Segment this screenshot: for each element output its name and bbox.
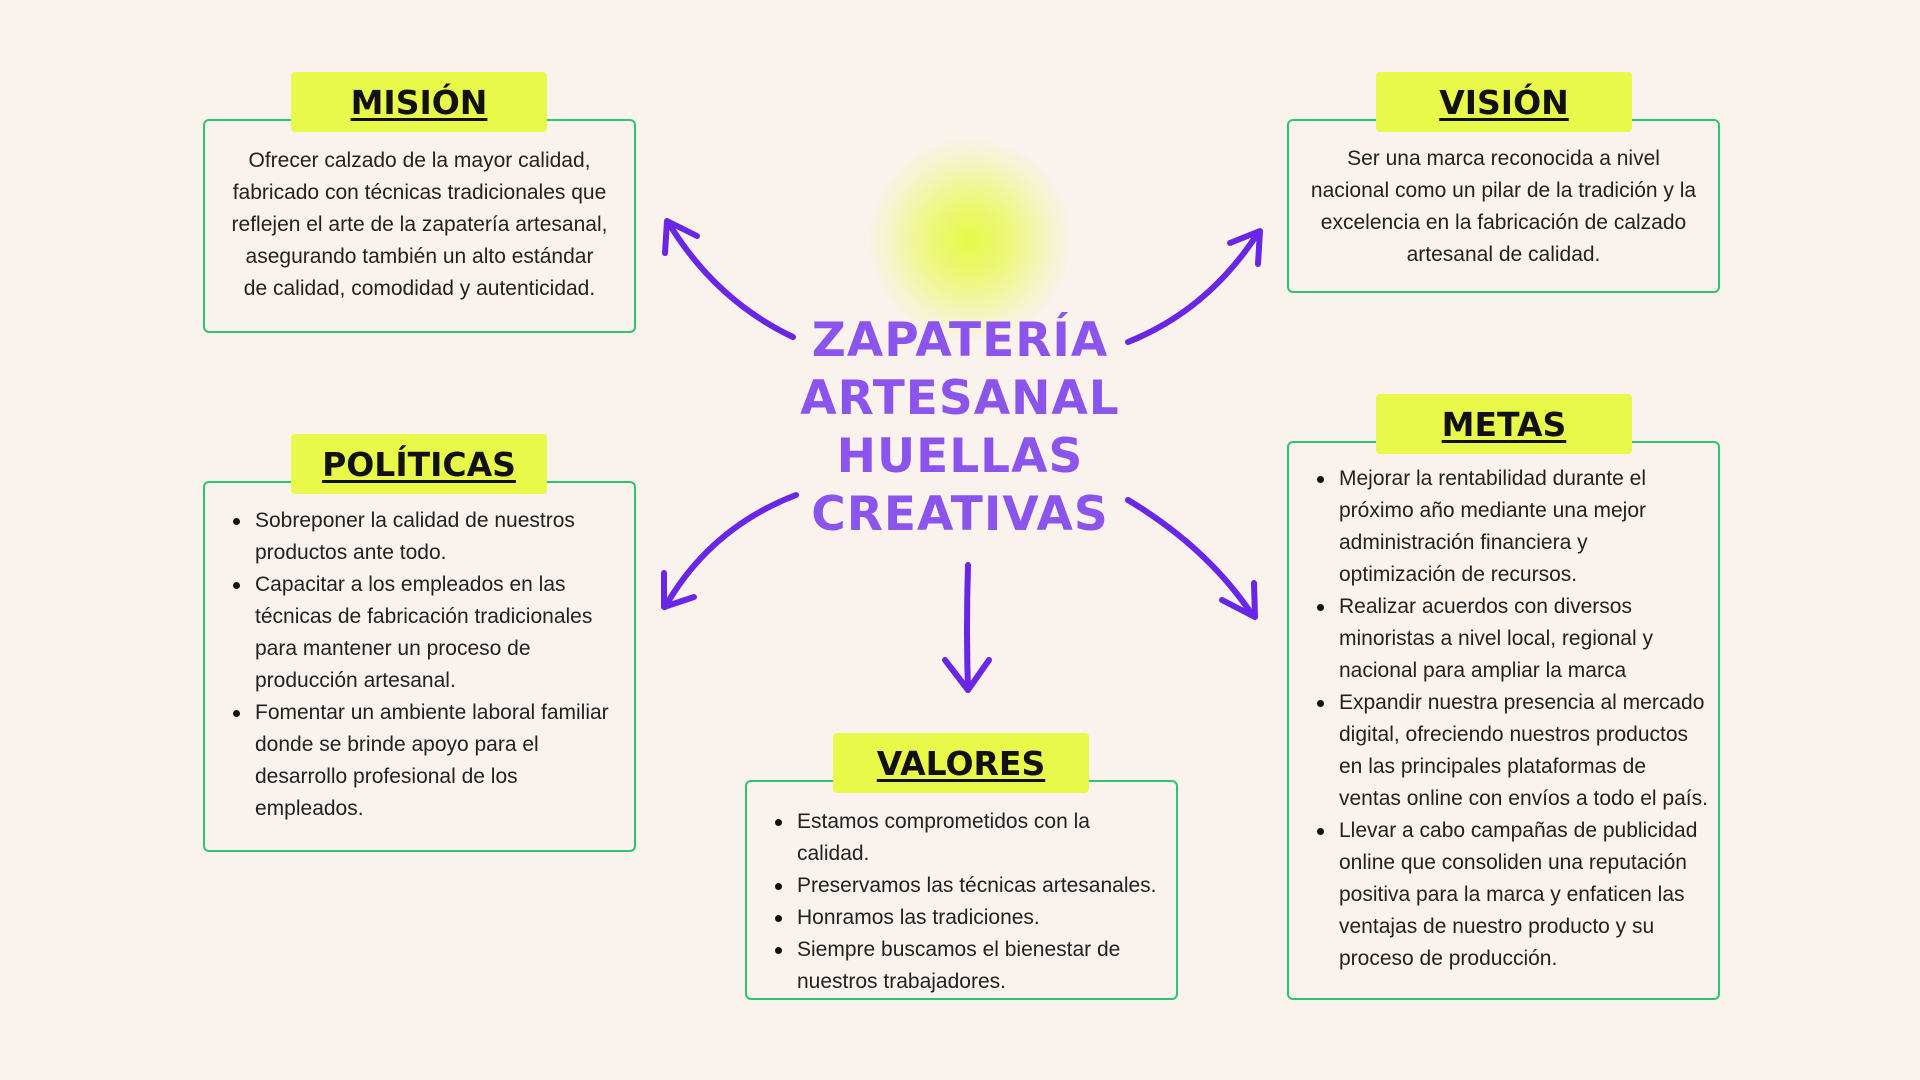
mision-box: Ofrecer calzado de la mayor calidad, fab… [203,119,636,333]
list-item: Realizar acuerdos con diversos minorista… [1317,591,1708,687]
politicas-label: POLÍTICAS [291,434,547,494]
arrow-to-politicas [662,492,799,610]
politicas-label-text: POLÍTICAS [322,444,516,484]
list-item: Mejorar la rentabilidad durante el próxi… [1317,463,1708,591]
valores-label: VALORES [833,733,1089,793]
list-item: Sobreponer la calidad de nuestros produc… [233,505,616,569]
arrowhead-vision [1227,228,1263,267]
metas-list: Mejorar la rentabilidad durante el próxi… [1289,463,1708,975]
arrow-to-valores [964,562,971,693]
metas-label-text: METAS [1441,404,1567,444]
list-item: Honramos las tradiciones. [775,902,1166,934]
politicas-box: Sobreponer la calidad de nuestros produc… [203,481,636,852]
arrowhead-metas [1219,580,1258,620]
list-item: Expandir nuestra presencia al mercado di… [1317,687,1708,815]
arrowhead-valores [942,657,992,693]
mision-label: MISIÓN [291,72,547,132]
valores-label-text: VALORES [876,743,1046,783]
mision-label-text: MISIÓN [350,82,488,122]
list-item: Capacitar a los empleados en las técnica… [233,569,616,697]
title-line: HUELLAS [836,429,1084,484]
metas-box: Mejorar la rentabilidad durante el próxi… [1287,441,1720,1000]
arrowhead-politicas [661,570,697,610]
vision-label: VISIÓN [1376,72,1632,132]
mision-text: Ofrecer calzado de la mayor calidad, fab… [231,149,608,300]
valores-list: Estamos comprometidos con la calidad. Pr… [747,806,1166,998]
arrow-to-metas [1125,497,1256,619]
list-item: Estamos comprometidos con la calidad. [775,806,1166,870]
arrow-to-vision [1125,230,1261,345]
valores-box: Estamos comprometidos con la calidad. Pr… [745,780,1178,1000]
list-item: Preservamos las técnicas artesanales. [775,870,1166,902]
title-line: ZAPATERÍA [811,313,1109,368]
vision-label-text: VISIÓN [1439,82,1569,122]
title-line: CREATIVAS [811,487,1109,542]
arrowhead-mision [662,218,700,256]
arrow-to-mision [665,219,796,340]
list-item: Siempre buscamos el bienestar de nuestro… [775,934,1166,998]
politicas-list: Sobreponer la calidad de nuestros produc… [205,505,616,825]
vision-text: Ser una marca reconocida a nivel naciona… [1310,147,1697,266]
list-item: Llevar a cabo campañas de publicidad onl… [1317,815,1708,975]
highlight-glow [870,140,1070,340]
title-line: ARTESANAL [800,371,1120,426]
central-title: ZAPATERÍA ARTESANAL HUELLAS CREATIVAS [780,312,1140,544]
list-item: Fomentar un ambiente laboral familiar do… [233,697,616,825]
vision-box: Ser una marca reconocida a nivel naciona… [1287,119,1720,293]
metas-label: METAS [1376,394,1632,454]
